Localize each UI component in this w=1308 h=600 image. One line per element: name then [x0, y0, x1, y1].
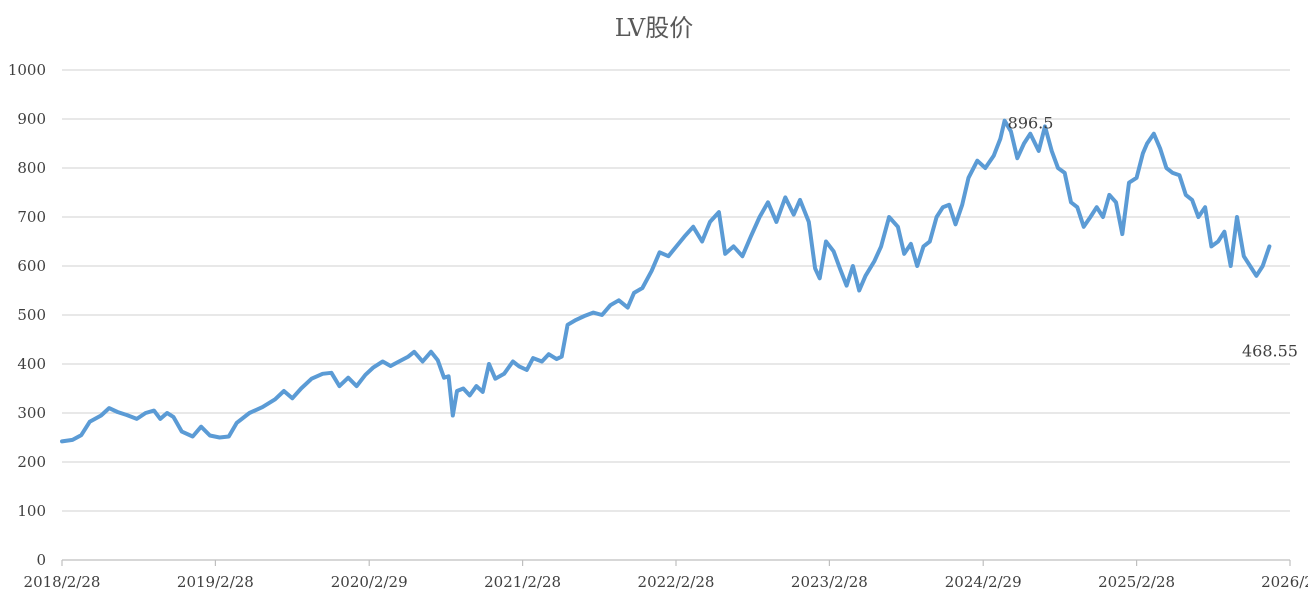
- y-tick-label: 100: [17, 502, 46, 520]
- x-tick-label: 2023/2/28: [791, 573, 868, 591]
- y-tick-label: 700: [17, 208, 46, 226]
- x-tick-label: 2019/2/28: [177, 573, 254, 591]
- x-tick-label: 2024/2/29: [945, 573, 1022, 591]
- gridlines: [62, 69, 1290, 512]
- x-tick-label: 2021/2/28: [484, 573, 561, 591]
- y-tick-label: 500: [17, 306, 46, 324]
- y-axis: 0 100 200 300 400 500 600 700 800 900 1000: [8, 61, 46, 569]
- y-tick-label: 800: [17, 159, 46, 177]
- x-tick-label: 2020/2/29: [331, 573, 408, 591]
- x-tick-label: 2018/2/28: [24, 573, 101, 591]
- y-tick-label: 200: [17, 453, 46, 471]
- y-tick-label: 400: [17, 355, 46, 373]
- series-line-0: [60, 118, 1272, 444]
- y-tick-label: 300: [17, 404, 46, 422]
- x-tick-label: 2026/2/: [1261, 573, 1308, 591]
- chart-title: LV股价: [614, 14, 694, 42]
- y-tick-label: 1000: [8, 61, 46, 79]
- data-label-last: 468.55: [1242, 341, 1298, 360]
- series-layer: [60, 118, 1272, 444]
- annotations: 896.5 468.55: [1008, 114, 1298, 361]
- x-axis: 2018/2/28 2019/2/28 2020/2/29 2021/2/28 2022…: [24, 559, 1308, 591]
- data-label-peak: 896.5: [1008, 114, 1054, 133]
- y-tick-label: 600: [17, 257, 46, 275]
- x-tick-label: 2025/2/28: [1098, 573, 1175, 591]
- y-tick-label: 0: [36, 551, 46, 569]
- y-tick-label: 900: [17, 110, 46, 128]
- x-tick-label: 2022/2/28: [638, 573, 715, 591]
